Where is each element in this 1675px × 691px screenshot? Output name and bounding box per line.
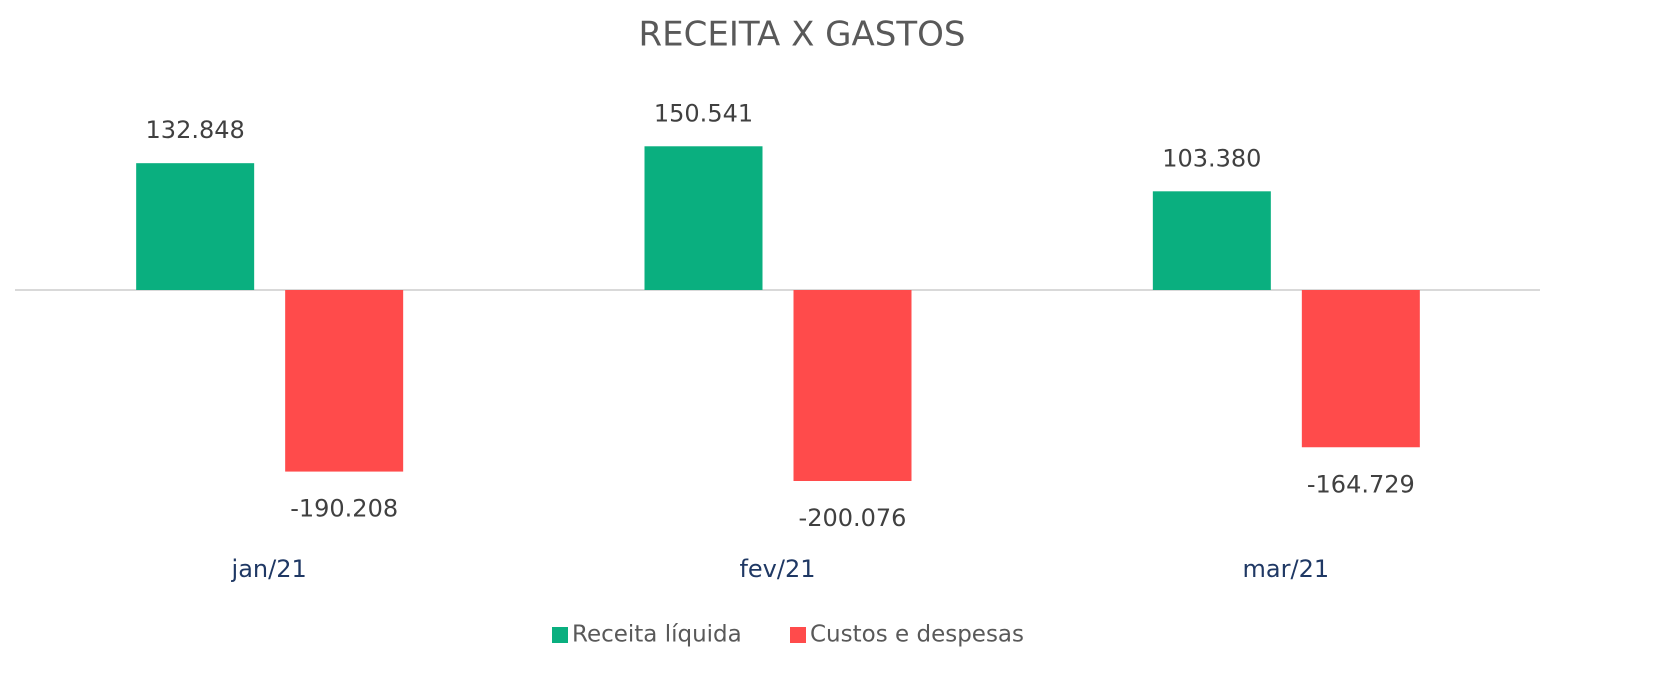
bar	[644, 146, 763, 290]
legend-label: Custos e despesas	[810, 622, 1024, 648]
x-tick-label: jan/21	[231, 555, 307, 583]
data-label: -164.729	[1307, 470, 1415, 498]
data-label: -190.208	[290, 495, 398, 523]
chart-title: RECEITA X GASTOS	[639, 15, 966, 55]
legend-swatch	[552, 627, 568, 643]
bar	[1301, 290, 1420, 448]
x-tick-label: fev/21	[739, 555, 815, 583]
bar	[1152, 191, 1271, 290]
x-tick-label: mar/21	[1243, 555, 1330, 583]
data-label: 103.380	[1162, 144, 1261, 172]
bar	[793, 290, 912, 481]
bar	[136, 163, 255, 290]
legend-label: Receita líquida	[572, 622, 742, 648]
data-label: 132.848	[146, 116, 245, 144]
bar	[285, 290, 404, 472]
data-label: -200.076	[799, 504, 907, 532]
legend-swatch	[790, 627, 806, 643]
data-label: 150.541	[654, 99, 753, 127]
